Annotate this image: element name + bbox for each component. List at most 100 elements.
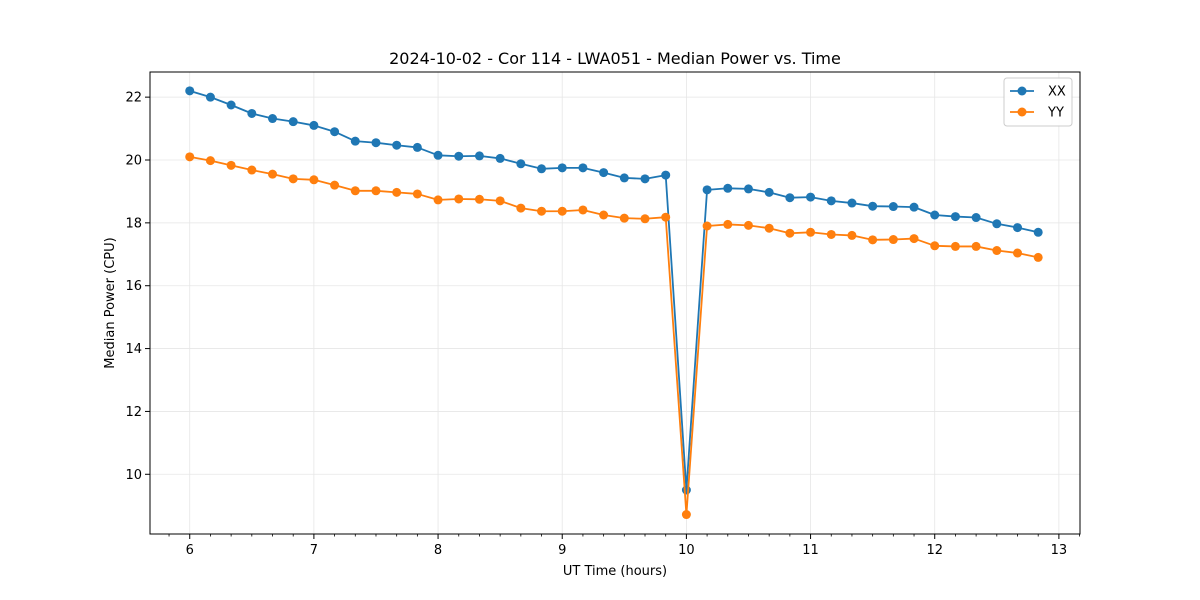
data-point-xx bbox=[950, 212, 960, 222]
data-point-xx bbox=[909, 202, 919, 212]
data-point-xx bbox=[723, 183, 733, 193]
data-point-yy bbox=[992, 246, 1002, 256]
plot-frame bbox=[149, 71, 1081, 535]
data-point-xx bbox=[268, 114, 278, 124]
data-point-xx bbox=[826, 196, 836, 206]
y-tick-label: 20 bbox=[125, 154, 142, 169]
data-point-yy bbox=[516, 203, 526, 213]
data-point-xx bbox=[661, 170, 671, 180]
y-tick-label: 22 bbox=[125, 91, 142, 106]
data-point-xx bbox=[185, 86, 195, 96]
x-tick-label: 9 bbox=[558, 543, 566, 558]
data-point-yy bbox=[495, 196, 505, 206]
x-tick-label: 7 bbox=[310, 543, 318, 558]
y-tick-label: 12 bbox=[125, 405, 142, 420]
data-point-xx bbox=[474, 151, 484, 161]
data-point-yy bbox=[1013, 248, 1023, 258]
data-point-xx bbox=[371, 138, 381, 148]
data-point-yy bbox=[723, 219, 733, 229]
series-yy bbox=[185, 152, 1043, 520]
x-tick-label: 12 bbox=[926, 543, 943, 558]
data-point-yy bbox=[247, 165, 257, 175]
data-point-xx bbox=[868, 201, 878, 211]
data-point-yy bbox=[557, 206, 567, 216]
data-point-yy bbox=[888, 235, 898, 245]
data-point-xx bbox=[557, 163, 567, 173]
data-point-xx bbox=[412, 142, 422, 152]
data-point-xx bbox=[454, 151, 464, 161]
data-point-xx bbox=[640, 174, 650, 184]
data-point-xx bbox=[1033, 227, 1043, 237]
data-point-yy bbox=[868, 235, 878, 245]
data-point-xx bbox=[330, 127, 340, 137]
data-point-yy bbox=[743, 220, 753, 230]
data-point-xx bbox=[516, 159, 526, 169]
y-tick-label: 16 bbox=[125, 279, 142, 294]
data-point-xx bbox=[288, 117, 298, 127]
x-tick-label: 6 bbox=[186, 543, 194, 558]
data-point-xx bbox=[681, 485, 691, 495]
y-tick-label: 14 bbox=[125, 342, 142, 357]
x-tick-label: 13 bbox=[1051, 543, 1068, 558]
series-layer bbox=[185, 86, 1043, 520]
data-point-xx bbox=[992, 219, 1002, 229]
data-point-yy bbox=[702, 221, 712, 231]
data-point-xx bbox=[578, 163, 588, 173]
data-point-xx bbox=[309, 120, 319, 130]
data-point-xx bbox=[495, 153, 505, 163]
data-point-xx bbox=[599, 168, 609, 178]
x-axis-label: UT Time (hours) bbox=[563, 564, 667, 579]
data-point-yy bbox=[537, 206, 547, 216]
data-point-xx bbox=[743, 184, 753, 194]
x-tick-label: 8 bbox=[434, 543, 442, 558]
y-tick-label: 10 bbox=[125, 468, 142, 483]
legend-label: XX bbox=[1048, 85, 1066, 100]
axis-ticks: 6 7 8 9 10 11 12 13 10 12 14 16 18 20 22 bbox=[125, 91, 1080, 558]
data-point-yy bbox=[1033, 252, 1043, 262]
legend-label: YY bbox=[1047, 106, 1064, 121]
data-point-xx bbox=[619, 173, 629, 183]
data-point-yy bbox=[412, 189, 422, 199]
x-tick-label: 10 bbox=[678, 543, 695, 558]
data-point-yy bbox=[619, 213, 629, 223]
data-point-xx bbox=[537, 164, 547, 174]
data-point-xx bbox=[888, 202, 898, 212]
data-point-xx bbox=[205, 92, 215, 102]
data-point-yy bbox=[661, 212, 671, 222]
data-point-xx bbox=[1013, 223, 1023, 233]
legend: XX YY bbox=[1003, 77, 1073, 127]
y-tick-label: 18 bbox=[125, 216, 142, 231]
data-point-xx bbox=[930, 210, 940, 220]
data-point-yy bbox=[205, 156, 215, 166]
data-point-yy bbox=[185, 152, 195, 162]
data-point-yy bbox=[288, 174, 298, 184]
data-point-yy bbox=[268, 169, 278, 179]
data-point-yy bbox=[764, 223, 774, 233]
data-point-yy bbox=[433, 195, 443, 205]
data-point-yy bbox=[847, 230, 857, 240]
data-point-yy bbox=[785, 228, 795, 238]
data-point-yy bbox=[226, 160, 236, 170]
data-point-yy bbox=[806, 227, 816, 237]
data-point-yy bbox=[930, 241, 940, 251]
data-point-yy bbox=[392, 187, 402, 197]
data-point-xx bbox=[433, 150, 443, 160]
data-point-yy bbox=[826, 229, 836, 239]
chart-title: 2024-10-02 - Cor 114 - LWA051 - Median P… bbox=[389, 49, 841, 68]
data-point-xx bbox=[971, 213, 981, 223]
data-point-yy bbox=[599, 210, 609, 220]
data-point-xx bbox=[247, 108, 257, 118]
data-point-yy bbox=[971, 241, 981, 251]
data-point-yy bbox=[330, 180, 340, 190]
data-point-yy bbox=[578, 205, 588, 215]
x-tick-label: 11 bbox=[802, 543, 819, 558]
y-axis-label: Median Power (CPU) bbox=[103, 237, 118, 368]
data-point-yy bbox=[474, 194, 484, 204]
legend-marker bbox=[1017, 86, 1027, 96]
data-point-xx bbox=[392, 140, 402, 150]
data-point-yy bbox=[371, 186, 381, 196]
data-point-yy bbox=[640, 214, 650, 224]
legend-item-xx: XX bbox=[1010, 85, 1066, 100]
